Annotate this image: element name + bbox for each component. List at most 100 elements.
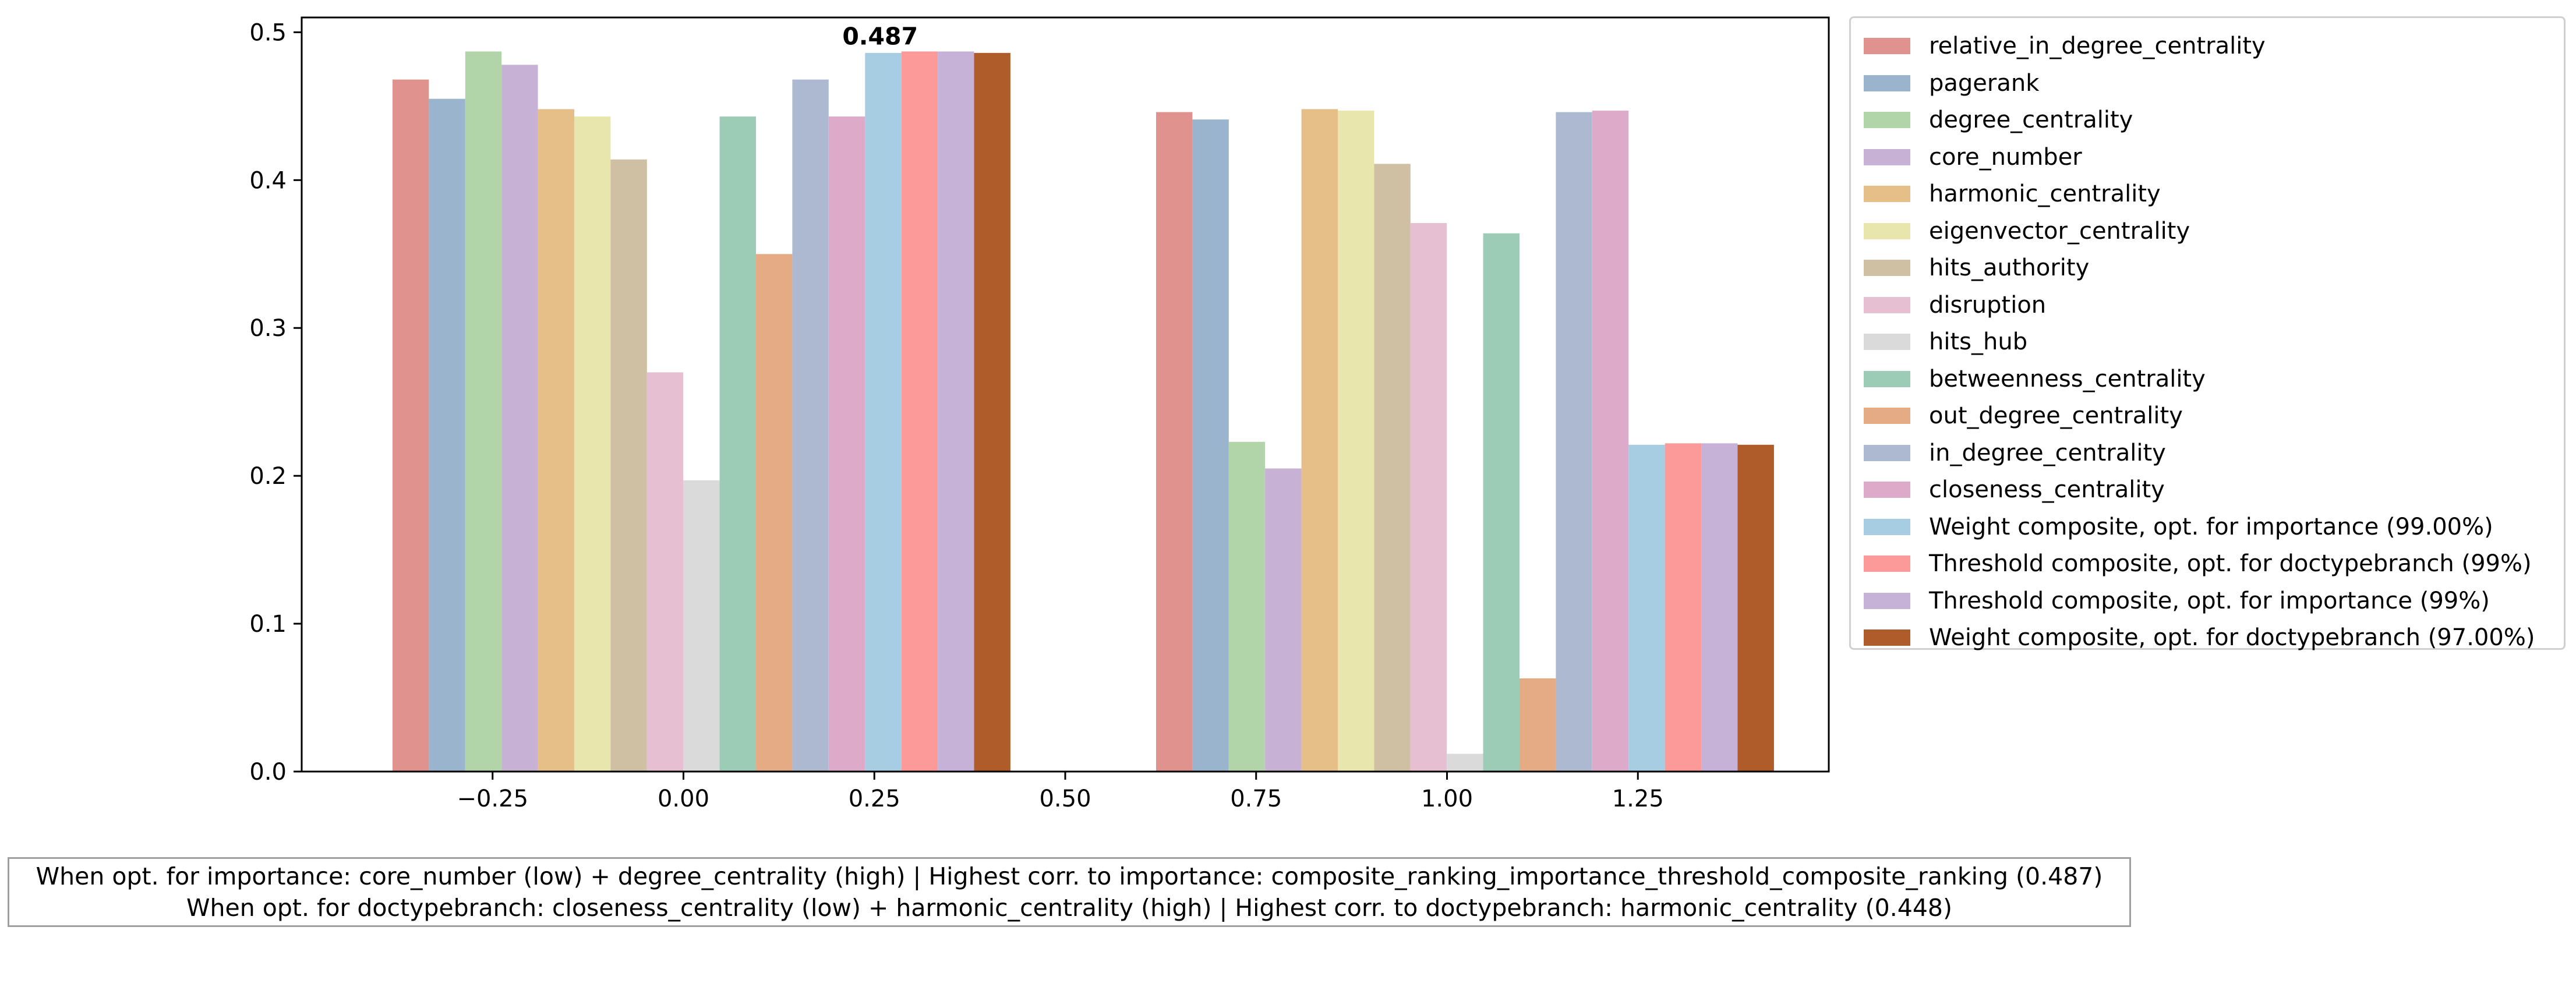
legend-label: Weight composite, opt. for importance (9… — [1929, 513, 2493, 540]
y-tick-label: 0.1 — [249, 611, 287, 638]
bar-Threshold composite, opt. for doctypebranch (99%) — [1665, 443, 1702, 772]
bar-disruption — [1410, 223, 1447, 772]
legend-item: pagerank — [1864, 65, 2039, 102]
legend-label: relative_in_degree_centrality — [1929, 33, 2266, 59]
legend-swatch — [1864, 592, 1910, 609]
bar-closeness_centrality — [1592, 111, 1629, 772]
legend-label: out_degree_centrality — [1929, 402, 2183, 429]
bar-in_degree_centrality — [792, 79, 829, 772]
legend-item: Threshold composite, opt. for importance… — [1864, 582, 2490, 620]
legend-label: Threshold composite, opt. for doctypebra… — [1929, 550, 2532, 577]
bar-harmonic_centrality — [1301, 109, 1338, 772]
legend-swatch — [1864, 518, 1910, 535]
bar-harmonic_centrality — [538, 109, 574, 772]
legend-item: hits_authority — [1864, 249, 2089, 286]
legend-swatch — [1864, 408, 1910, 424]
bar-in_degree_centrality — [1556, 112, 1592, 772]
x-tick-label: −0.25 — [457, 786, 528, 812]
legend-label: hits_hub — [1929, 328, 2028, 355]
annotation-label: 0.487 — [842, 22, 918, 50]
y-tick-label: 0.5 — [249, 19, 287, 46]
legend-label: hits_authority — [1929, 254, 2090, 281]
bar-Weight composite, opt. for importance (99.00%) — [865, 52, 902, 772]
legend-label: betweenness_centrality — [1929, 365, 2206, 392]
legend-label: disruption — [1929, 291, 2047, 319]
x-tick-label: 0.50 — [1039, 786, 1091, 812]
bar-betweenness_centrality — [719, 116, 756, 772]
bar-core_number — [1265, 468, 1302, 772]
legend-swatch — [1864, 444, 1910, 461]
bar-hits_authority — [610, 159, 647, 772]
legend-item: closeness_centrality — [1864, 471, 2165, 508]
legend-swatch — [1864, 148, 1910, 165]
bar-core_number — [501, 65, 538, 772]
y-tick-label: 0.3 — [249, 315, 287, 342]
bar-disruption — [646, 372, 684, 772]
legend-item: Weight composite, opt. for importance (9… — [1864, 508, 2493, 546]
bar-out_degree_centrality — [756, 254, 793, 772]
x-tick-label: 0.00 — [658, 786, 709, 812]
bar-Threshold composite, opt. for importance (99%) — [938, 51, 974, 772]
legend-swatch — [1864, 112, 1910, 128]
legend-swatch — [1864, 296, 1910, 313]
bar-pagerank — [429, 98, 465, 772]
bar-degree_centrality — [1228, 441, 1266, 772]
legend-item: betweenness_centrality — [1864, 360, 2206, 398]
bar-closeness_centrality — [828, 116, 865, 772]
legend-swatch — [1864, 629, 1910, 646]
caption-line-2: When opt. for doctypebranch: closeness_c… — [186, 894, 1953, 922]
legend-item: disruption — [1864, 286, 2046, 324]
bar-hits_hub — [683, 480, 720, 772]
legend-label: degree_centrality — [1929, 107, 2133, 133]
y-tick-label: 0.2 — [249, 463, 287, 490]
bar-Threshold composite, opt. for importance (99%) — [1701, 443, 1738, 772]
legend-label: Threshold composite, opt. for importance… — [1929, 587, 2490, 614]
legend-item: eigenvector_centrality — [1864, 213, 2190, 250]
legend-label: closeness_centrality — [1929, 476, 2165, 503]
legend-item: hits_hub — [1864, 323, 2027, 360]
legend-swatch — [1864, 260, 1910, 276]
legend-swatch — [1864, 222, 1910, 239]
legend-item: harmonic_centrality — [1864, 175, 2161, 213]
legend-swatch — [1864, 75, 1910, 91]
legend-item: relative_in_degree_centrality — [1864, 27, 2266, 65]
caption-box: When opt. for importance: core_number (l… — [8, 857, 2131, 927]
legend-item: Threshold composite, opt. for doctypebra… — [1864, 545, 2532, 582]
bar-Weight composite, opt. for importance (99.00%) — [1628, 444, 1665, 772]
legend-item: degree_centrality — [1864, 101, 2133, 139]
legend-label: pagerank — [1929, 69, 2040, 97]
legend-label: Weight composite, opt. for doctypebranch… — [1929, 624, 2535, 651]
bar-pagerank — [1192, 119, 1229, 772]
bar-Threshold composite, opt. for doctypebranch (99%) — [901, 51, 938, 772]
legend-label: in_degree_centrality — [1929, 439, 2166, 466]
legend-item: core_number — [1864, 139, 2082, 176]
legend-swatch — [1864, 38, 1910, 54]
x-tick-label: 1.00 — [1421, 786, 1473, 812]
caption-line-1: When opt. for importance: core_number (l… — [36, 862, 2103, 890]
y-tick-label: 0.0 — [249, 759, 287, 786]
legend-swatch — [1864, 186, 1910, 202]
bar-hits_authority — [1374, 164, 1411, 772]
legend-swatch — [1864, 482, 1910, 498]
legend: relative_in_degree_centrality pagerank deg… — [1849, 16, 2566, 651]
legend-swatch — [1864, 334, 1910, 350]
x-tick-label: 0.75 — [1230, 786, 1282, 812]
legend-swatch — [1864, 556, 1910, 572]
bar-relative_in_degree_centrality — [1156, 112, 1193, 772]
bar-Weight composite, opt. for doctypebranch (97.00%) — [974, 52, 1010, 772]
bar-hits_hub — [1447, 753, 1483, 772]
bar-degree_centrality — [465, 51, 502, 772]
x-tick-label: 0.25 — [849, 786, 900, 812]
legend-item: in_degree_centrality — [1864, 434, 2166, 472]
legend-label: core_number — [1929, 143, 2082, 171]
legend-item: out_degree_centrality — [1864, 397, 2183, 434]
legend-item: Weight composite, opt. for doctypebranch… — [1864, 619, 2535, 656]
bar-relative_in_degree_centrality — [393, 79, 429, 772]
x-tick-label: 1.25 — [1612, 786, 1664, 812]
legend-label: harmonic_centrality — [1929, 181, 2161, 207]
bar-Weight composite, opt. for doctypebranch (97.00%) — [1737, 444, 1774, 772]
y-tick-label: 0.4 — [249, 167, 287, 194]
bar-eigenvector_centrality — [1338, 111, 1374, 772]
